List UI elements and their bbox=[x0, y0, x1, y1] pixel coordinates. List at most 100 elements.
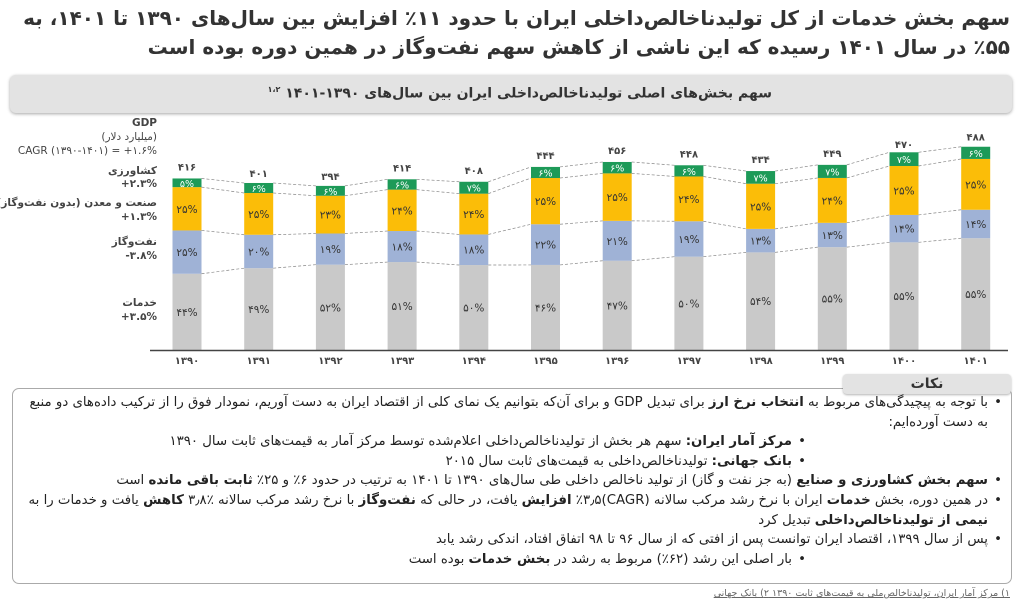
bar-segment bbox=[889, 242, 919, 350]
legend-industry: صنعت و معدن (بدون نفت‌وگاز) bbox=[0, 197, 157, 209]
connector-line bbox=[416, 178, 460, 183]
data-label: ۶% bbox=[538, 168, 552, 179]
bar-segment bbox=[674, 165, 704, 177]
data-label: ۷% bbox=[754, 173, 768, 184]
connector-line bbox=[559, 173, 603, 179]
bar-segment bbox=[602, 260, 632, 350]
data-label: ۱۳% bbox=[822, 230, 843, 242]
data-label: ۲۳% bbox=[320, 210, 341, 222]
legend-agriculture: کشاورزی bbox=[108, 165, 157, 177]
data-label: ۲۵% bbox=[176, 204, 197, 216]
bar-segment bbox=[674, 176, 704, 222]
bar-segment bbox=[674, 221, 704, 257]
total-label: ۳۹۴ bbox=[321, 172, 339, 183]
bar-segment bbox=[961, 146, 991, 159]
note-text: نفت‌وگاز bbox=[358, 492, 416, 508]
note-text: ایران با نرخ رشد مرکب سالانه (CAGR)٪۳٫۵ bbox=[571, 492, 827, 508]
connector-line bbox=[488, 166, 532, 183]
bar-segment bbox=[459, 181, 489, 194]
note-item: بار اصلی این رشد (۶۲٪) مربوط به رشد در ب… bbox=[17, 550, 1002, 570]
connector-line bbox=[201, 230, 245, 236]
data-label: ۷% bbox=[897, 155, 911, 166]
note-text: پس از سال ۱۳۹۹، اقتصاد ایران توانست پس ا… bbox=[436, 532, 988, 548]
chart-title-footnote: ۱،۲ bbox=[267, 85, 281, 94]
note-text: با نرخ رشد مرکب سالانه ٪۳٫۸ bbox=[183, 492, 359, 508]
x-tick-label: ۱۳۹۲ bbox=[318, 356, 342, 367]
data-label: ۲۰% bbox=[248, 246, 269, 258]
connector-line bbox=[918, 237, 962, 243]
data-label: ۱۹% bbox=[320, 244, 341, 256]
data-label: ۲۲% bbox=[535, 240, 556, 252]
data-label: ۵۰% bbox=[678, 298, 699, 310]
connector-line bbox=[559, 161, 603, 168]
connector-line bbox=[918, 158, 962, 167]
note-text: یافت، در حالی که bbox=[415, 492, 522, 508]
note-text: بانک جهانی: bbox=[711, 453, 792, 469]
connector-line bbox=[846, 214, 890, 224]
bar-segment bbox=[746, 183, 776, 229]
chart-title: سهم بخش‌های اصلی تولیدناخالص‌داخلی ایران… bbox=[267, 85, 772, 102]
connector-line bbox=[703, 252, 747, 258]
bar-segment bbox=[315, 185, 345, 196]
data-label: ۶% bbox=[252, 184, 266, 195]
x-tick-label: ۱۳۹۳ bbox=[390, 356, 414, 367]
connector-line bbox=[846, 151, 890, 166]
notes-box bbox=[12, 388, 1012, 584]
bar-segment bbox=[531, 264, 560, 350]
x-tick-label: ۱۳۹۷ bbox=[677, 356, 701, 367]
gdp-cagr: CAGR (۱۳۹۰-۱۴۰۱) = +۱.۶% bbox=[17, 145, 157, 157]
data-label: ۷% bbox=[825, 167, 839, 178]
data-label: ۲۵% bbox=[965, 179, 986, 191]
data-label: ۱۴% bbox=[893, 224, 914, 236]
bar-segment bbox=[817, 164, 847, 178]
data-label: ۵۵% bbox=[822, 294, 843, 306]
bar-segment bbox=[459, 265, 489, 350]
bar-segment bbox=[817, 222, 847, 248]
data-label: ۲۵% bbox=[535, 196, 556, 208]
page-title: سهم بخش خدمات از کل تولیدناخالص‌داخلی ای… bbox=[23, 6, 1010, 59]
connector-line bbox=[416, 189, 460, 195]
legend-services-cagr: +۳.۵% bbox=[120, 311, 157, 323]
bar-segment bbox=[961, 209, 991, 239]
bar-segment bbox=[387, 231, 417, 263]
bar-segment bbox=[889, 152, 919, 166]
data-label: ۵۲% bbox=[320, 302, 341, 314]
bar-segment bbox=[244, 234, 274, 269]
bar-segment bbox=[387, 179, 417, 190]
data-label: ۵۵% bbox=[965, 289, 986, 301]
legend-services: خدمات bbox=[122, 297, 157, 309]
notes-list: با توجه به پیچیدگی‌های مربوط به انتخاب ن… bbox=[17, 393, 1002, 569]
connector-line bbox=[775, 177, 818, 185]
note-item: با توجه به پیچیدگی‌های مربوط به انتخاب ن… bbox=[17, 393, 1002, 432]
gdp-unit: (میلیارد دلار) bbox=[101, 131, 157, 143]
x-tick-label: ۱۳۹۴ bbox=[462, 356, 486, 367]
connector-line bbox=[273, 182, 316, 187]
gdp-label: GDP bbox=[131, 117, 157, 129]
total-label: ۴۴۹ bbox=[823, 149, 841, 160]
x-tick-label: ۱۳۹۸ bbox=[748, 356, 772, 367]
bar-segment bbox=[459, 234, 489, 266]
bar-segment bbox=[459, 193, 489, 235]
data-label: ۱۹% bbox=[678, 234, 699, 246]
connector-line bbox=[488, 223, 532, 235]
connector-line bbox=[201, 178, 245, 184]
total-label: ۴۴۸ bbox=[680, 149, 698, 160]
connector-line bbox=[703, 164, 747, 172]
connector-line bbox=[201, 267, 245, 275]
bar-segment bbox=[172, 273, 202, 350]
data-label: ۲۱% bbox=[607, 236, 628, 248]
data-label: ۲۴% bbox=[463, 209, 484, 221]
note-text: بخش خدمات bbox=[468, 551, 551, 567]
bar-segment bbox=[244, 182, 274, 194]
connector-line bbox=[775, 164, 818, 172]
data-label: ۴۶% bbox=[535, 302, 556, 314]
note-text: تبدیل کرد bbox=[758, 512, 815, 528]
x-tick-label: ۱۳۹۱ bbox=[246, 356, 270, 367]
connector-line bbox=[344, 230, 388, 234]
data-label: ۲۴% bbox=[391, 205, 412, 217]
bar-segment bbox=[531, 224, 560, 265]
data-label: ۲۵% bbox=[893, 185, 914, 197]
note-text: (به جز نفت و گاز) از تولید ناخالص داخلی … bbox=[252, 473, 797, 489]
data-label: ۲۴% bbox=[822, 195, 843, 207]
x-tick-label: ۱۴۰۰ bbox=[892, 356, 916, 367]
